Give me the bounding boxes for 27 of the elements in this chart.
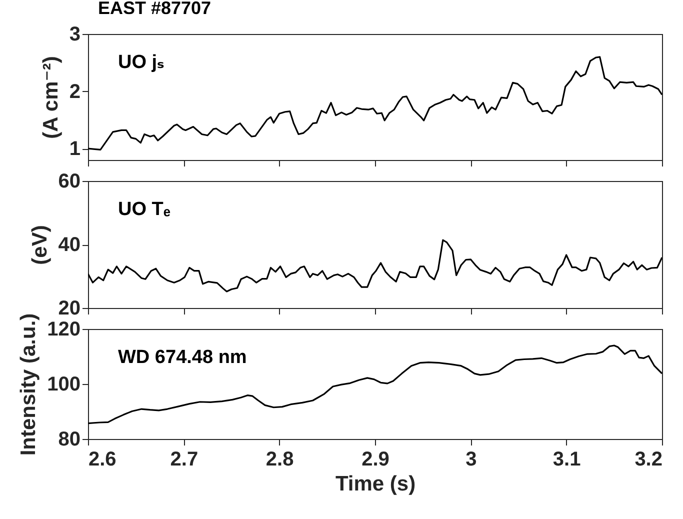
y-axis-title: Intensity (a.u.)	[17, 313, 40, 456]
y-axis-title: (A cm⁻²)	[39, 56, 62, 139]
x-axis-title: Time (s)	[335, 472, 416, 496]
line-series	[88, 56, 662, 150]
x-tick-label: 3.2	[634, 448, 662, 470]
y-tick-label: 2	[69, 80, 80, 103]
annotation: UO Tₑ	[118, 199, 171, 220]
x-tick-label: 2.9	[362, 448, 390, 470]
y-tick-label: 100	[47, 374, 80, 396]
x-tick-label: 3	[466, 448, 477, 470]
x-tick-label: 2.7	[170, 448, 198, 470]
y-tick-label: 80	[58, 428, 80, 450]
annotation: UO jₛ	[118, 52, 164, 73]
x-tick-label: 2.6	[88, 448, 116, 470]
x-tick-label: 3.1	[552, 448, 581, 470]
line-series	[88, 344, 662, 424]
y-tick-label: 40	[58, 234, 80, 256]
y-axis-title: (eV)	[28, 225, 52, 265]
y-tick-label: 60	[58, 170, 80, 192]
y-tick-label: 1	[69, 138, 80, 160]
y-tick-label: 3	[69, 24, 80, 46]
chart-title: EAST #87707	[98, 0, 212, 18]
annotation: WD 674.48 nm	[118, 347, 247, 368]
y-tick-label: 20	[58, 298, 80, 320]
x-tick-label: 2.8	[266, 448, 294, 470]
line-series	[88, 239, 662, 292]
y-tick-label: 120	[47, 318, 80, 340]
